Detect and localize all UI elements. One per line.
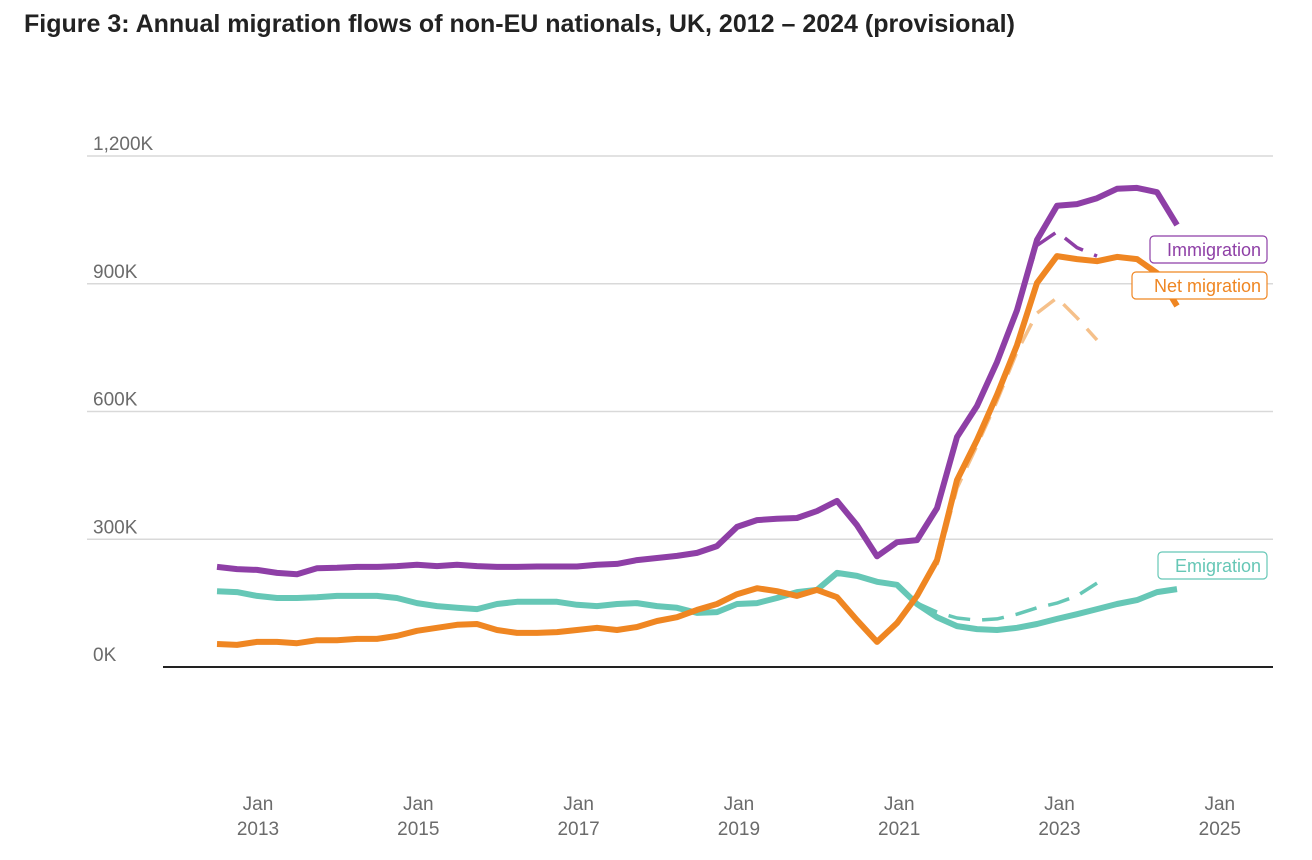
- y-tick-label: 300K: [93, 517, 138, 538]
- x-axis-ticks: Jan 2013 Jan 2015 Jan 2017 Jan 2019 Jan 2021 Jan 20…: [237, 794, 1241, 840]
- x-tick-label: 2015: [397, 819, 439, 840]
- legend-box: [1131, 271, 1268, 300]
- x-tick-label: Jan: [1204, 794, 1235, 815]
- legend-text: Immigration: [1167, 240, 1261, 260]
- x-tick-label: 2021: [878, 819, 920, 840]
- y-tick-label: 0K: [93, 645, 117, 666]
- series-line-immigration: [216, 184, 1180, 578]
- series-line-emigration-previous-estimate: [916, 581, 1098, 622]
- chart-title: Figure 3: Annual migration flows of non-…: [24, 10, 1015, 38]
- gridlines: [87, 155, 1273, 668]
- legend-label-net-migration: Net migration: [1131, 271, 1268, 300]
- y-axis-ticks: 0K 300K 600K 900K 1,200K: [93, 134, 154, 666]
- legend-text: Emigration: [1175, 556, 1261, 576]
- x-tick-label: Jan: [884, 794, 915, 815]
- x-tick-label: 2017: [557, 819, 599, 840]
- series-line-emigration: [216, 569, 1178, 633]
- legend-text: Net migration: [1154, 276, 1261, 296]
- legend-label-emigration: Emigration: [1157, 551, 1268, 580]
- series-line-net-migration-previous-estimate: [935, 296, 1099, 566]
- x-tick-label: 2013: [237, 819, 279, 840]
- series-lines: [216, 184, 1180, 648]
- x-tick-label: Jan: [724, 794, 755, 815]
- x-tick-label: 2019: [718, 819, 760, 840]
- x-tick-label: 2025: [1199, 819, 1241, 840]
- y-tick-label: 1,200K: [93, 134, 154, 155]
- y-tick-label: 600K: [93, 390, 138, 411]
- x-tick-label: Jan: [563, 794, 594, 815]
- legend-box: [1149, 235, 1268, 264]
- x-tick-label: Jan: [1044, 794, 1075, 815]
- legend-box: [1157, 551, 1268, 580]
- x-tick-label: Jan: [403, 794, 434, 815]
- y-tick-label: 900K: [93, 262, 138, 283]
- legend-label-immigration: Immigration: [1149, 235, 1268, 264]
- legend: Immigration Net migration Emigration: [1131, 235, 1268, 580]
- x-tick-label: Jan: [243, 794, 274, 815]
- series-line-net-migration: [216, 253, 1180, 648]
- x-tick-label: 2023: [1038, 819, 1080, 840]
